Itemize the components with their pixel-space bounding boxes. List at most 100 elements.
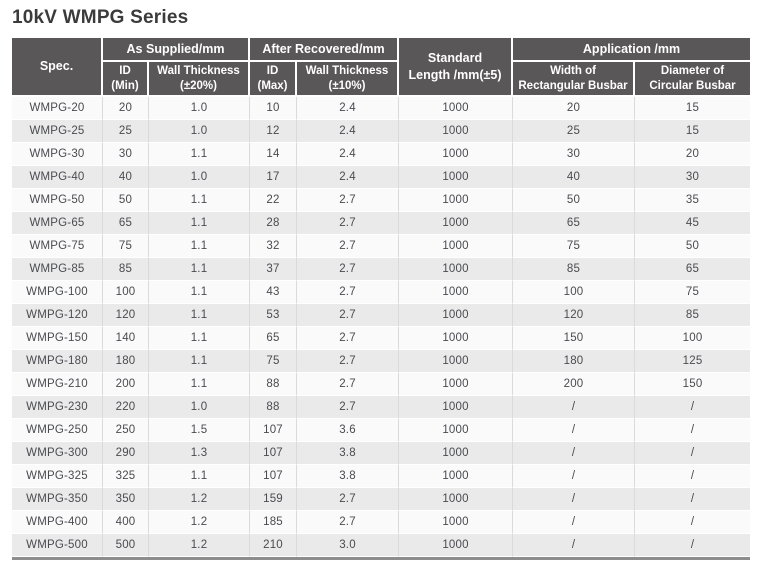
value-cell: / <box>513 488 636 511</box>
value-cell: 120 <box>513 304 636 327</box>
value-cell: 37 <box>250 258 297 281</box>
value-cell: 1000 <box>399 534 514 557</box>
value-cell: 1.1 <box>149 304 250 327</box>
value-cell: 1.0 <box>149 97 250 120</box>
value-cell: 1.1 <box>149 143 250 166</box>
value-cell: 1.2 <box>149 534 250 557</box>
value-cell: 25 <box>103 120 149 143</box>
value-cell: 40 <box>513 166 636 189</box>
value-cell: 3.8 <box>297 442 400 465</box>
value-cell: 65 <box>513 212 636 235</box>
header-wall-thickness-10: Wall Thickness (±10%) <box>297 62 400 97</box>
value-cell: 1.1 <box>149 189 250 212</box>
value-cell: 1.1 <box>149 281 250 304</box>
value-cell: 400 <box>103 511 149 534</box>
value-cell: 88 <box>250 396 297 419</box>
spec-cell: WMPG-20 <box>12 97 103 120</box>
value-cell: 1.1 <box>149 350 250 373</box>
value-cell: 1.1 <box>149 465 250 488</box>
value-cell: 30 <box>513 143 636 166</box>
value-cell: 180 <box>513 350 636 373</box>
value-cell: 2.7 <box>297 281 400 304</box>
value-cell: 1.1 <box>149 212 250 235</box>
value-cell: 350 <box>103 488 149 511</box>
value-cell: 2.4 <box>297 120 400 143</box>
value-cell: 65 <box>103 212 149 235</box>
value-cell: 53 <box>250 304 297 327</box>
value-cell: 32 <box>250 235 297 258</box>
value-cell: 28 <box>250 212 297 235</box>
spec-cell: WMPG-120 <box>12 304 103 327</box>
table-row: WMPG-50 50 1.1 22 2.7 1000 50 35 <box>12 189 751 212</box>
value-cell: 290 <box>103 442 149 465</box>
value-cell: 1000 <box>399 120 514 143</box>
value-cell: 2.7 <box>297 235 400 258</box>
spec-cell: WMPG-350 <box>12 488 103 511</box>
value-cell: 1000 <box>399 189 514 212</box>
table-row: WMPG-210 200 1.1 88 2.7 1000 200 150 <box>12 373 751 396</box>
value-cell: 17 <box>250 166 297 189</box>
value-cell: 1.0 <box>149 396 250 419</box>
value-cell: 1.2 <box>149 488 250 511</box>
table-row: WMPG-100 100 1.1 43 2.7 1000 100 75 <box>12 281 751 304</box>
value-cell: 159 <box>250 488 297 511</box>
spec-cell: WMPG-180 <box>12 350 103 373</box>
value-cell: 1.0 <box>149 120 250 143</box>
value-cell: 1.1 <box>149 373 250 396</box>
spec-table-body: WMPG-20 20 1.0 10 2.4 1000 20 15 WMPG-25 25 1.0 12 2… <box>12 97 751 557</box>
value-cell: 43 <box>250 281 297 304</box>
value-cell: 30 <box>635 166 751 189</box>
value-cell: 2.4 <box>297 143 400 166</box>
value-cell: 65 <box>635 258 751 281</box>
value-cell: / <box>513 442 636 465</box>
spec-cell: WMPG-40 <box>12 166 103 189</box>
value-cell: 125 <box>635 350 751 373</box>
value-cell: 75 <box>250 350 297 373</box>
value-cell: 1000 <box>399 419 514 442</box>
value-cell: 85 <box>103 258 149 281</box>
spec-cell: WMPG-150 <box>12 327 103 350</box>
value-cell: 1000 <box>399 327 514 350</box>
value-cell: 1000 <box>399 258 514 281</box>
value-cell: 35 <box>635 189 751 212</box>
value-cell: 100 <box>103 281 149 304</box>
value-cell: 45 <box>635 212 751 235</box>
spec-cell: WMPG-230 <box>12 396 103 419</box>
value-cell: / <box>513 396 636 419</box>
value-cell: 20 <box>513 97 636 120</box>
value-cell: 2.7 <box>297 511 400 534</box>
value-cell: 500 <box>103 534 149 557</box>
spec-cell: WMPG-100 <box>12 281 103 304</box>
value-cell: 107 <box>250 419 297 442</box>
spec-cell: WMPG-300 <box>12 442 103 465</box>
value-cell: 325 <box>103 465 149 488</box>
value-cell: 3.6 <box>297 419 400 442</box>
value-cell: 1.2 <box>149 511 250 534</box>
value-cell: 1.1 <box>149 327 250 350</box>
value-cell: 100 <box>635 327 751 350</box>
value-cell: / <box>635 396 751 419</box>
value-cell: 20 <box>635 143 751 166</box>
table-row: WMPG-250 250 1.5 107 3.6 1000// <box>12 419 751 442</box>
header-group-as-supplied: As Supplied/mm <box>103 38 250 62</box>
page-title: 10kV WMPG Series <box>12 7 189 28</box>
value-cell: / <box>635 488 751 511</box>
value-cell: 85 <box>635 304 751 327</box>
value-cell: 1000 <box>399 212 514 235</box>
value-cell: 1000 <box>399 281 514 304</box>
spec-cell: WMPG-65 <box>12 212 103 235</box>
value-cell: 1000 <box>399 166 514 189</box>
value-cell: 2.7 <box>297 304 400 327</box>
table-row: WMPG-350 350 1.2 159 2.7 1000// <box>12 488 751 511</box>
header-standard-length: Standard Length /mm(±5) <box>399 38 514 97</box>
value-cell: 1000 <box>399 235 514 258</box>
value-cell: / <box>635 511 751 534</box>
spec-cell: WMPG-85 <box>12 258 103 281</box>
table-row: WMPG-25 25 1.0 12 2.4 1000 25 15 <box>12 120 751 143</box>
value-cell: 3.0 <box>297 534 400 557</box>
table-row: WMPG-230 220 1.0 88 2.7 1000// <box>12 396 751 419</box>
header-diameter-circular-busbar: Diameter of Circular Busbar <box>635 62 751 97</box>
spec-cell: WMPG-250 <box>12 419 103 442</box>
value-cell: / <box>635 442 751 465</box>
